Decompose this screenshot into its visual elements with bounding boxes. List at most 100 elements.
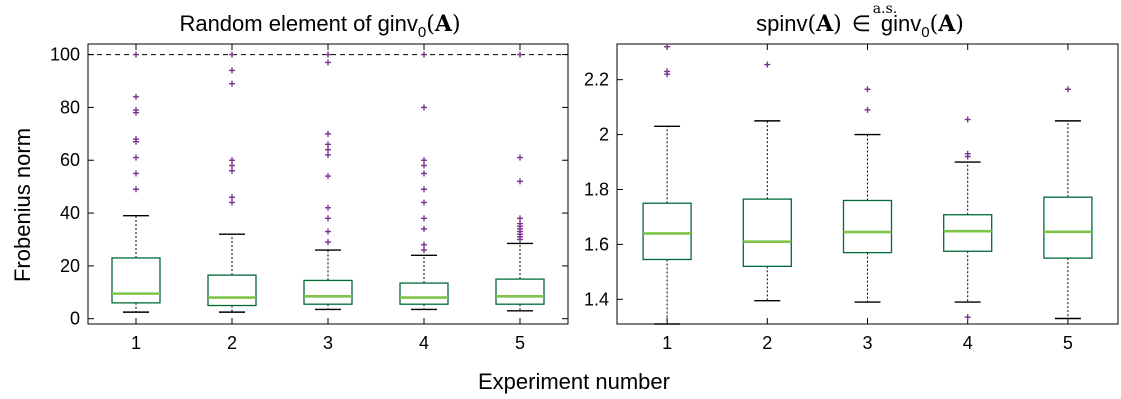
outlier-point xyxy=(229,51,235,58)
outlier-point xyxy=(664,43,671,50)
left-title-prefix: Random element of xyxy=(179,11,377,36)
outlier-point xyxy=(421,241,427,248)
box-5 xyxy=(1043,86,1093,320)
outlier-point xyxy=(421,247,427,254)
x-tick-label: 5 xyxy=(515,333,525,353)
outlier-point xyxy=(229,167,235,174)
outlier-point xyxy=(864,86,871,93)
outlier-point xyxy=(421,104,427,111)
outlier-point xyxy=(421,186,427,193)
outlier-point xyxy=(133,107,139,114)
left-title-sub: 0 xyxy=(418,24,426,41)
outlier-point xyxy=(421,199,427,206)
right-title-rhs-fn: ginv xyxy=(881,11,921,36)
outlier-point xyxy=(517,220,523,227)
outlier-point xyxy=(133,154,139,161)
right-chart-plot: 1.4 1.6 1.8 2 2.2 1 2 3 4 5 xyxy=(584,43,1119,353)
x-tick-label: 2 xyxy=(762,333,772,353)
box-5 xyxy=(495,51,545,312)
iqr-box xyxy=(842,199,893,254)
outlier-point xyxy=(133,93,139,100)
box-2 xyxy=(207,51,257,313)
x-tick-label: 4 xyxy=(419,333,429,353)
outlier-point xyxy=(133,51,139,58)
outlier-point xyxy=(325,173,331,180)
y-tick-label: 40 xyxy=(60,203,80,223)
y-tick-label: 20 xyxy=(60,256,80,276)
outlier-point xyxy=(964,116,971,123)
right-title-arg: A xyxy=(815,11,834,37)
left-chart-plot: 0 20 40 60 80 100 1 2 3 4 5 xyxy=(50,43,569,353)
right-title-relation-over: a.s. xyxy=(873,1,897,17)
iqr-box xyxy=(111,257,161,304)
outlier-point xyxy=(325,239,331,246)
x-tick-label: 2 xyxy=(227,333,237,353)
outlier-point xyxy=(229,80,235,87)
outlier-point xyxy=(664,68,671,75)
outlier-point xyxy=(133,186,139,193)
x-tick-label: 1 xyxy=(662,333,672,353)
y-tick-label: 2.2 xyxy=(584,70,609,90)
outlier-point xyxy=(421,215,427,222)
right-title-fn: spinv xyxy=(756,11,807,36)
y-tick-label: 1.8 xyxy=(584,179,609,199)
outlier-point xyxy=(325,146,331,153)
outlier-point xyxy=(421,157,427,164)
y-tick-label: 1.6 xyxy=(584,234,609,254)
y-tick-label: 60 xyxy=(60,150,80,170)
box-3 xyxy=(842,86,893,303)
box-3 xyxy=(303,51,353,311)
outlier-point xyxy=(517,215,523,222)
outlier-point xyxy=(325,130,331,137)
right-chart-title: spinv(A) ∈ ginv0(A) xyxy=(756,11,964,41)
outlier-point xyxy=(421,51,427,58)
outlier-point xyxy=(764,61,771,68)
outlier-point xyxy=(864,106,871,113)
x-tick-label: 4 xyxy=(963,333,973,353)
left-title-arg: A xyxy=(434,11,453,37)
outlier-point xyxy=(325,204,331,211)
iqr-box xyxy=(399,282,449,305)
outlier-point xyxy=(229,199,235,206)
outlier-point xyxy=(421,225,427,232)
outlier-point xyxy=(964,314,971,321)
x-tick-label: 3 xyxy=(862,333,872,353)
left-title-fn: ginv xyxy=(378,11,418,36)
iqr-box xyxy=(495,278,545,305)
left-chart-title: Random element of ginv0(A) xyxy=(179,11,460,41)
outlier-point xyxy=(1064,86,1071,93)
box-2 xyxy=(742,61,792,302)
x-tick-label: 1 xyxy=(131,333,141,353)
y-tick-label: 2 xyxy=(599,125,609,145)
outlier-point xyxy=(133,136,139,143)
outlier-point xyxy=(229,194,235,201)
y-tick-label: 1.4 xyxy=(584,289,609,309)
y-axis-label: Frobenius norm xyxy=(10,128,35,282)
iqr-box xyxy=(207,274,257,307)
outlier-point xyxy=(325,228,331,235)
outlier-point xyxy=(517,178,523,185)
outlier-point xyxy=(325,51,331,58)
outlier-point xyxy=(325,215,331,222)
iqr-box xyxy=(742,198,792,268)
box-4 xyxy=(399,51,449,311)
outlier-point xyxy=(421,162,427,169)
y-tick-label: 80 xyxy=(60,97,80,117)
iqr-box xyxy=(303,279,353,305)
x-tick-label: 3 xyxy=(323,333,333,353)
outlier-point xyxy=(133,170,139,177)
outlier-point xyxy=(421,170,427,177)
box-4 xyxy=(943,116,993,321)
right-title-rhs-sub: 0 xyxy=(921,24,929,41)
outlier-point xyxy=(517,154,523,161)
iqr-box xyxy=(642,202,692,261)
right-title-relation: ∈ xyxy=(852,11,871,36)
outlier-point xyxy=(229,162,235,169)
box-1 xyxy=(642,43,692,325)
outlier-point xyxy=(964,150,971,157)
outlier-point xyxy=(325,151,331,158)
outlier-point xyxy=(325,141,331,148)
box-1 xyxy=(111,51,161,313)
outlier-point xyxy=(229,157,235,164)
iqr-box xyxy=(943,214,993,252)
